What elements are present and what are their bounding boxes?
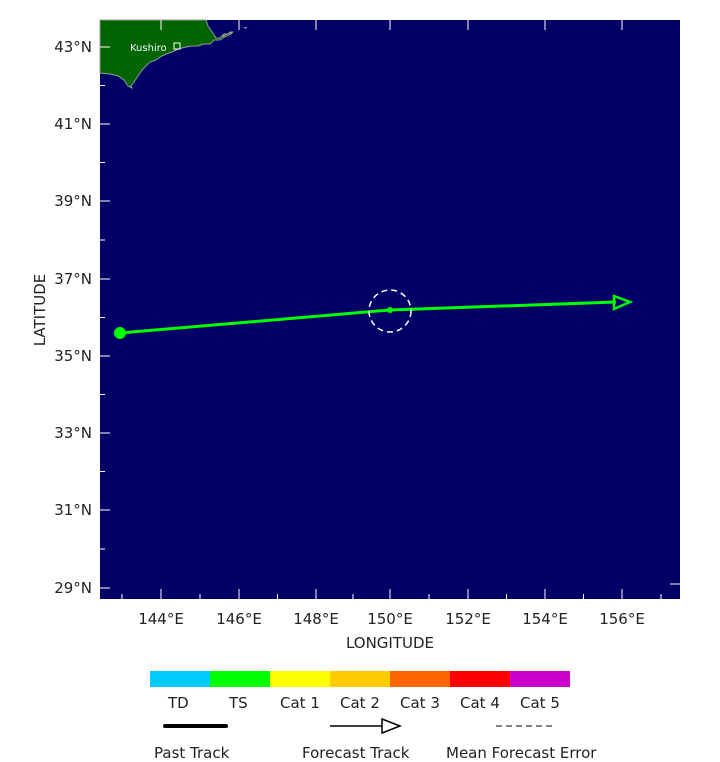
lat-tick-label: 39°N [54, 192, 92, 210]
land-hokkaido [99, 19, 234, 90]
legend-swatch-td [150, 671, 210, 687]
lon-tick-label: 146°E [216, 610, 262, 628]
axis-ticks [100, 20, 680, 599]
lon-tick-label: 144°E [138, 610, 184, 628]
city-kushiro: Kushiro [130, 42, 181, 54]
lat-tick-label: 31°N [54, 501, 92, 519]
legend-label-cat5: Cat 5 [520, 694, 560, 712]
y-axis-title: LATITUDE [31, 274, 49, 347]
storm-track [114, 289, 634, 339]
legend-label-ts: TS [229, 694, 248, 712]
legend-swatch-cat4 [450, 671, 510, 687]
lon-tick-label: 150°E [367, 610, 413, 628]
legend-swatch-cat5 [510, 671, 570, 687]
land-islet [220, 31, 234, 38]
current-position-marker[interactable] [114, 327, 126, 339]
city-label: Kushiro [130, 43, 167, 54]
lat-tick-label: 35°N [54, 347, 92, 365]
x-axis-title: LONGITUDE [346, 634, 434, 652]
forecast-point-marker[interactable] [387, 307, 393, 313]
lon-tick-label: 154°E [522, 610, 568, 628]
legend-swatch-ts [210, 671, 270, 687]
longitude-tick-labels: 144°E 146°E 148°E 150°E 152°E 154°E 156°E [138, 610, 645, 628]
legend-label-td: TD [168, 694, 189, 712]
lat-tick-label: 33°N [54, 424, 92, 442]
forecast-arrow-icon [612, 294, 634, 311]
legend-mean-error-label: Mean Forecast Error [446, 744, 597, 762]
lat-tick-label: 29°N [54, 579, 92, 597]
latitude-tick-labels: 43°N 41°N 39°N 37°N 35°N 33°N 31°N 29°N [54, 38, 92, 597]
legend-label-cat4: Cat 4 [460, 694, 500, 712]
land-islet-small [243, 27, 247, 29]
legend-label-cat1: Cat 1 [280, 694, 320, 712]
legend-swatch-cat3 [390, 671, 450, 687]
legend-swatch-cat1 [270, 671, 330, 687]
lat-tick-label: 37°N [54, 270, 92, 288]
legend-past-track-label: Past Track [154, 744, 230, 762]
lon-tick-label: 148°E [293, 610, 339, 628]
legend-label-cat2: Cat 2 [340, 694, 380, 712]
legend-forecast-track-icon [330, 717, 403, 735]
lon-tick-label: 152°E [445, 610, 491, 628]
city-marker-icon [173, 42, 181, 50]
mean-forecast-error-circle [368, 289, 412, 333]
lat-tick-label: 43°N [54, 38, 92, 56]
legend-label-cat3: Cat 3 [400, 694, 440, 712]
lat-tick-label: 41°N [54, 115, 92, 133]
legend-swatch-cat2 [330, 671, 390, 687]
lon-tick-label: 156°E [599, 610, 645, 628]
legend-forecast-track-label: Forecast Track [302, 744, 410, 762]
